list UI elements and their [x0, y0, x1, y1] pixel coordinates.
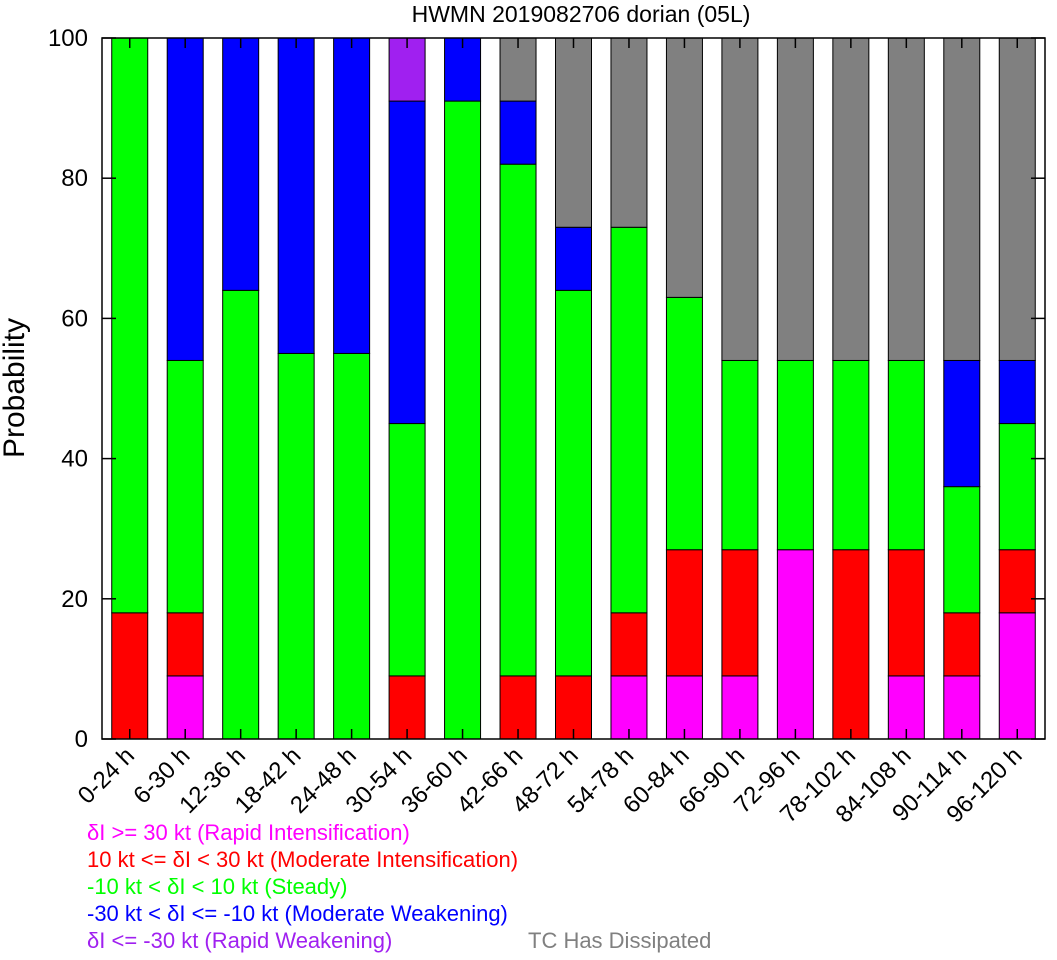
y-tick-label: 80: [61, 165, 88, 192]
bar-segment-0-1: [166, 675, 204, 740]
bar-segment-3-3: [277, 37, 315, 354]
bar-segment-2-12: [776, 359, 814, 551]
bar-segment-1-1: [166, 612, 204, 677]
bar-segment-2-2: [222, 289, 260, 740]
bar-segment-5-14: [887, 37, 925, 361]
bar-segment-2-3: [277, 352, 315, 740]
bar-segment-2-13: [832, 359, 870, 551]
bar-segment-0-12: [776, 549, 814, 740]
bar-segment-0-9: [610, 675, 648, 740]
bar-segment-5-11: [721, 37, 759, 361]
bar-segment-3-6: [444, 37, 482, 102]
bar-segment-2-16: [998, 423, 1036, 551]
legend-entry-2: -10 kt < δI < 10 kt (Steady): [87, 874, 347, 899]
chart-title: HWMN 2019082706 dorian (05L): [412, 1, 751, 27]
bar-segment-5-15: [943, 37, 981, 361]
bar-segment-3-16: [998, 359, 1036, 425]
y-tick-label: 20: [61, 586, 88, 613]
bar-segment-2-6: [444, 100, 482, 740]
bar-segment-1-5: [388, 675, 426, 740]
bar-segment-2-5: [388, 423, 426, 677]
bar-segment-2-10: [665, 296, 703, 551]
legend-entry-0: δI >= 30 kt (Rapid Intensification): [87, 820, 410, 845]
bar-segment-3-8: [555, 226, 592, 291]
bar-segment-5-16: [998, 37, 1036, 361]
bar-segment-5-8: [555, 37, 592, 228]
bar-segment-1-0: [111, 612, 149, 740]
bar-segment-0-16: [998, 612, 1036, 740]
bar-segment-3-15: [943, 359, 981, 488]
bar-segment-2-0: [111, 37, 149, 614]
bar-segment-3-1: [166, 37, 204, 361]
y-tick-label: 40: [61, 446, 88, 473]
y-axis-label: Probability: [0, 318, 31, 458]
legend-entry-4: δI <= -30 kt (Rapid Weakening): [87, 928, 392, 953]
bar-segment-0-15: [943, 675, 981, 740]
bar-segment-1-13: [832, 549, 870, 740]
legend: δI >= 30 kt (Rapid Intensification)10 kt…: [87, 820, 711, 953]
bar-segment-2-8: [555, 289, 592, 677]
bar-segment-5-9: [610, 37, 648, 228]
bar-segment-5-12: [776, 37, 814, 361]
y-tick-label: 0: [75, 726, 88, 753]
bar-segment-1-11: [721, 549, 759, 677]
bar-segment-5-7: [499, 37, 537, 102]
bar-segment-3-2: [222, 37, 260, 291]
bars-layer: [111, 37, 1036, 740]
legend-entry-1: 10 kt <= δI < 30 kt (Moderate Intensific…: [87, 847, 518, 872]
bar-segment-1-10: [665, 549, 703, 677]
bar-segment-2-9: [610, 226, 648, 614]
bar-segment-2-14: [887, 359, 925, 551]
legend-entry-5: TC Has Dissipated: [528, 928, 711, 953]
bar-segment-1-9: [610, 612, 648, 677]
bar-segment-1-14: [887, 549, 925, 677]
legend-entry-3: -30 kt < δI <= -10 kt (Moderate Weakenin…: [87, 901, 508, 926]
bar-segment-2-15: [943, 486, 981, 614]
bar-segment-2-1: [166, 359, 204, 614]
bar-segment-1-16: [998, 549, 1036, 614]
bar-segment-3-4: [333, 37, 371, 354]
bar-segment-5-13: [832, 37, 870, 361]
bar-segment-3-5: [388, 100, 426, 425]
bar-segment-3-7: [499, 100, 537, 165]
bar-segment-1-15: [943, 612, 981, 677]
bar-segment-2-11: [721, 359, 759, 551]
bar-segment-5-10: [665, 37, 703, 298]
bar-segment-0-11: [721, 675, 759, 740]
bar-segment-0-14: [887, 675, 925, 740]
y-tick-label: 100: [48, 25, 88, 52]
y-tick-label: 60: [61, 305, 88, 332]
bar-segment-2-4: [333, 352, 371, 740]
bar-segment-2-7: [499, 163, 537, 677]
